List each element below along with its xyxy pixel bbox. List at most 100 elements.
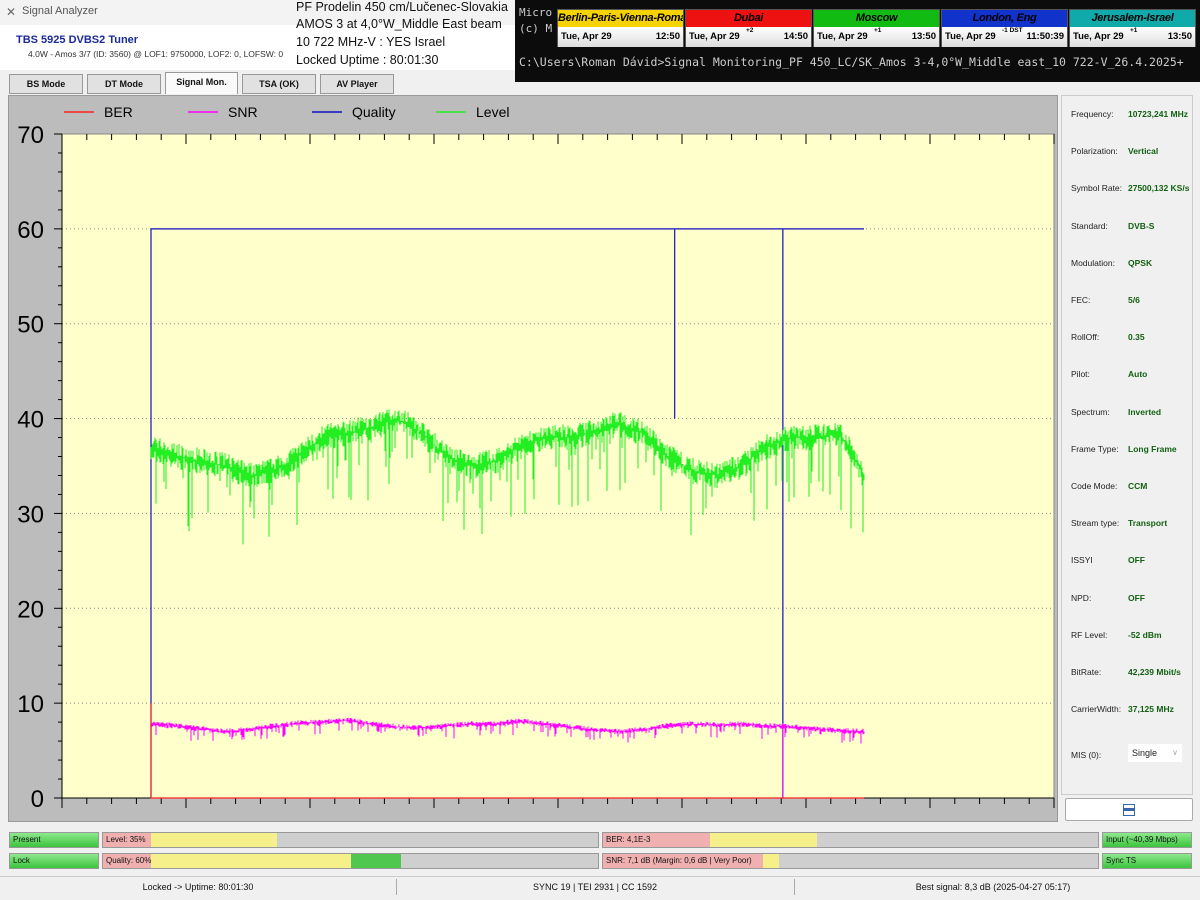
parameters-panel: Frequency: 10723,241 MHz Polarization: Vert…	[1061, 95, 1193, 795]
mis-value: Single	[1132, 748, 1158, 758]
param-label: Frame Type:	[1071, 443, 1119, 454]
status-sync: SYNC 19 | TEI 2931 | CC 1592	[532, 882, 658, 892]
series-quality	[150, 228, 864, 798]
param-label: Code Mode:	[1071, 481, 1118, 491]
header-line: PF Prodelin 450 cm/Lučenec-Slovakia	[296, 0, 508, 14]
status-best-signal: Best signal: 8,3 dB (2025-04-27 05:17)	[915, 882, 1071, 892]
param-label: Polarization:	[1071, 146, 1118, 157]
param-value: 10723,241 MHz	[1128, 109, 1189, 119]
clock-date: Tue, Apr 29	[689, 31, 740, 42]
clock-offset: +1	[1130, 27, 1138, 34]
y-tick-label: 0	[31, 786, 44, 813]
param-label: RF Level:	[1071, 629, 1108, 640]
legend-label-ber: BER	[104, 104, 133, 120]
param-label: Symbol Rate:	[1071, 183, 1123, 194]
param-value: 0.35	[1128, 332, 1145, 343]
clock-time: 14:50	[783, 31, 808, 42]
header-line: AMOS 3 at 4,0°W_Middle East beam	[296, 17, 502, 31]
ber-bar: BER: 4,1E-3	[602, 832, 1099, 848]
clock-city: Moscow	[814, 10, 939, 27]
y-tick-label: 10	[17, 691, 44, 718]
clock-time: 11:50:39	[1026, 31, 1064, 42]
panel-toggle-button[interactable]	[1065, 798, 1193, 821]
chart-svg: 0 10 20 30 40 50 60 70 BER SNR Quality Level	[17, 104, 1055, 813]
param-value: 42,239 Mbit/s	[1128, 667, 1181, 677]
tab-signal-mon[interactable]: Signal Mon.	[165, 72, 238, 94]
legend-label-snr: SNR	[228, 104, 258, 120]
clock-date: Tue, Apr 29	[945, 31, 996, 42]
clock-date: Tue, Apr 29	[1073, 31, 1124, 42]
clock-offset: +1	[874, 27, 882, 34]
clock-offset: +2	[746, 27, 754, 34]
clock-date: Tue, Apr 29	[561, 31, 612, 42]
y-tick-label: 40	[17, 407, 44, 434]
sync-indicator: Sync TS	[1102, 853, 1192, 869]
terminal-line: Micro	[519, 6, 553, 19]
clock-time: 13:50	[911, 31, 936, 42]
mis-label: MIS (0):	[1071, 750, 1102, 760]
param-label: FEC:	[1071, 295, 1091, 305]
tab-bs-mode[interactable]: BS Mode	[9, 74, 83, 94]
param-value: Transport	[1128, 518, 1168, 529]
param-label: NPD:	[1071, 592, 1092, 603]
tab-bar: BS Mode DT Mode Signal Mon. TSA (OK) AV …	[0, 72, 1200, 94]
param-label: Pilot:	[1071, 369, 1090, 380]
y-tick-label: 50	[17, 312, 44, 339]
terminal-window: Micro (c) M Berlin-Paris-Vienna-Roma Tue…	[515, 0, 1200, 82]
clock-city: London, Eng	[942, 10, 1067, 27]
tuner-name: TBS 5925 DVBS2 Tuner	[16, 34, 139, 46]
series-ber	[150, 703, 864, 799]
y-tick-label: 30	[17, 501, 44, 528]
param-value: 5/6	[1128, 295, 1140, 305]
clock-time: 13:50	[1167, 31, 1192, 42]
param-value: CCM	[1128, 481, 1148, 491]
tuner-info: 4.0W - Amos 3/7 (ID: 3560) @ LOF1: 97500…	[28, 49, 284, 59]
terminal-prompt: C:\Users\Roman Dávid>Signal Monitoring_P…	[519, 55, 1184, 69]
terminal-line: (c) M	[519, 22, 553, 35]
tab-dt-mode[interactable]: DT Mode	[87, 74, 161, 94]
param-label: BitRate:	[1071, 667, 1102, 677]
mis-select[interactable]: Single ∨	[1128, 744, 1182, 762]
world-clock: Jerusalem-Israel Tue, Apr 29 +1 13:50	[1069, 9, 1196, 47]
status-bar: Locked -> Uptime: 80:01:30 SYNC 19 | TEI…	[0, 876, 1200, 898]
clock-date: Tue, Apr 29	[817, 31, 868, 42]
clock-city: Berlin-Paris-Vienna-Roma	[558, 10, 683, 27]
snr-bar: SNR: 7,1 dB (Margin: 0,6 dB | Very Poor)	[602, 853, 1099, 869]
param-label: ISSYI	[1071, 555, 1093, 566]
world-clock: Berlin-Paris-Vienna-Roma Tue, Apr 29 12:5…	[557, 9, 684, 47]
param-value: OFF	[1128, 555, 1145, 566]
clock-city: Jerusalem-Israel	[1070, 10, 1195, 27]
param-value: Vertical	[1128, 146, 1159, 157]
status-uptime: Locked -> Uptime: 80:01:30	[142, 882, 254, 892]
window-title: Signal Analyzer	[22, 5, 98, 17]
param-value: Inverted	[1128, 406, 1162, 417]
clock-city: Dubai	[686, 10, 811, 27]
param-value: QPSK	[1128, 257, 1153, 268]
world-clock: Moscow Tue, Apr 29 +1 13:50	[813, 9, 940, 47]
signal-chart: 0 10 20 30 40 50 60 70 BER SNR Quality Level	[8, 95, 1058, 822]
param-label: Modulation:	[1071, 257, 1115, 268]
param-label: Standard:	[1071, 220, 1108, 231]
present-indicator: Present	[9, 832, 99, 848]
param-label: Frequency:	[1071, 109, 1114, 119]
y-tick-label: 20	[17, 596, 44, 623]
tab-tsa[interactable]: TSA (OK)	[242, 74, 316, 94]
param-label: CarrierWidth:	[1071, 704, 1122, 715]
y-tick-label: 60	[17, 217, 44, 244]
param-value: -52 dBm	[1128, 629, 1162, 640]
input-indicator: Input (~40,39 Mbps)	[1102, 832, 1192, 848]
param-label: RollOff:	[1071, 332, 1100, 343]
legend-label-level: Level	[476, 104, 509, 120]
tab-av-player[interactable]: AV Player	[320, 74, 394, 94]
world-clock: London, Eng Tue, Apr 29 -1 DST 11:50:39	[941, 9, 1068, 47]
param-value: OFF	[1128, 592, 1145, 603]
window-icon	[1123, 804, 1135, 816]
param-value: 27500,132 KS/s	[1128, 183, 1190, 194]
param-value: Auto	[1128, 369, 1148, 380]
world-clock: Dubai Tue, Apr 29 +2 14:50	[685, 9, 812, 47]
clock-offset: -1 DST	[1002, 27, 1023, 34]
lock-indicator: Lock	[9, 853, 99, 869]
quality-bar: Quality: 60%	[102, 853, 599, 869]
y-tick-label: 70	[17, 122, 44, 149]
param-value: Long Frame	[1128, 443, 1177, 454]
